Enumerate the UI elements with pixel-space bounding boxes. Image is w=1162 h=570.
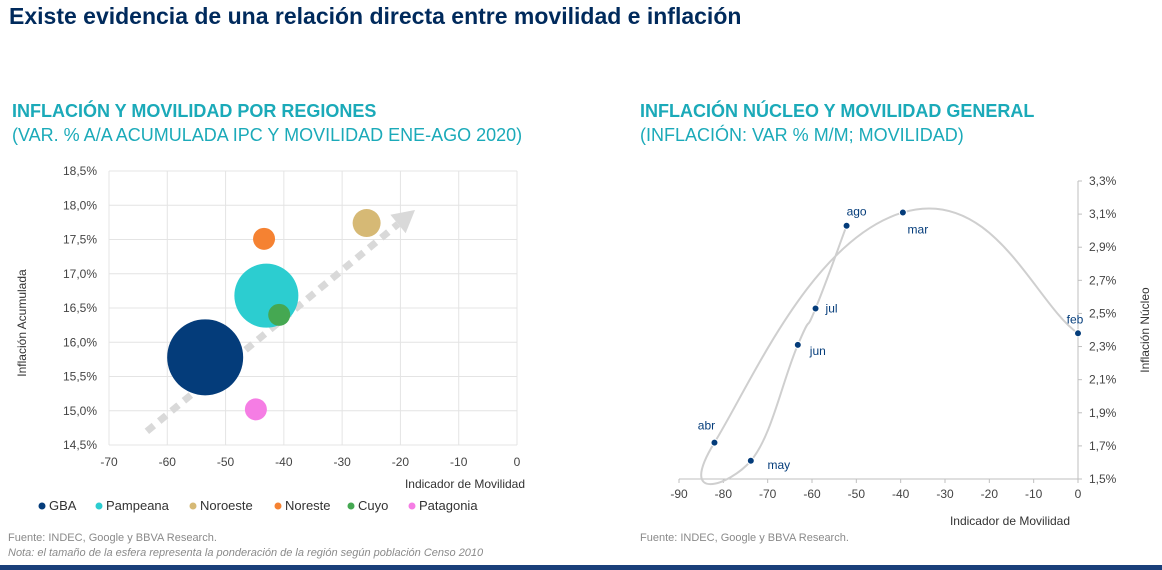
point-may: [746, 456, 755, 465]
y-tick-label: 15,5%: [63, 370, 97, 384]
x-tick-label: -40: [275, 455, 293, 469]
point-jun: [793, 340, 802, 349]
left-source: Fuente: INDEC, Google y BBVA Research.: [8, 532, 217, 544]
bubble-noreste: [253, 227, 276, 250]
y-tick-label: 1,5%: [1089, 472, 1117, 486]
y-tick-label: 16,5%: [63, 301, 97, 315]
legend-label-noreste: Noreste: [285, 498, 331, 513]
point-label-may: may: [767, 458, 790, 472]
x-tick-label: -10: [450, 455, 468, 469]
series-line: [700, 207, 1079, 485]
legend-marker-gba: [38, 502, 46, 510]
y-tick-label: 3,1%: [1089, 207, 1117, 221]
y-tick-label: 17,5%: [63, 233, 97, 247]
point-mar: [898, 208, 907, 217]
y-axis-label: Inflación Núcleo: [1138, 287, 1152, 373]
right-source: Fuente: INDEC, Google y BBVA Research.: [640, 532, 849, 544]
legend-marker-pampeana: [95, 502, 103, 510]
bubble-gba: [167, 319, 244, 396]
y-tick-label: 1,7%: [1089, 439, 1117, 453]
bubble-cuyo: [268, 303, 291, 326]
page-title: Existe evidencia de una relación directa…: [9, 3, 742, 29]
x-tick-label: -20: [981, 487, 999, 501]
x-axis-label: Indicador de Movilidad: [950, 514, 1070, 528]
x-tick-label: -20: [392, 455, 410, 469]
point-label-jul: jul: [825, 301, 838, 315]
point-label-feb: feb: [1067, 312, 1084, 326]
legend-label-patagonia: Patagonia: [419, 498, 478, 513]
x-tick-label: -70: [100, 455, 118, 469]
y-tick-label: 14,5%: [63, 438, 97, 452]
y-tick-label: 18,0%: [63, 198, 97, 212]
y-tick-label: 18,5%: [63, 164, 97, 178]
right-chart-title: INFLACIÓN NÚCLEO Y MOVILIDAD GENERAL: [640, 101, 1035, 121]
trend-arrow-head: [390, 210, 415, 234]
point-label-abr: abr: [698, 419, 715, 433]
left-note: Nota: el tamaño de la esfera representa …: [8, 547, 484, 559]
y-tick-label: 2,5%: [1089, 306, 1117, 320]
x-tick-label: -50: [217, 455, 235, 469]
point-label-mar: mar: [908, 222, 929, 236]
x-tick-label: -60: [803, 487, 821, 501]
point-abr: [710, 438, 719, 447]
legend-label-noroeste: Noroeste: [200, 498, 253, 513]
legend-label-gba: GBA: [49, 498, 77, 513]
point-label-jun: jun: [809, 344, 826, 358]
bubble-noroeste: [352, 209, 381, 238]
x-tick-label: -70: [759, 487, 777, 501]
x-tick-label: -30: [333, 455, 351, 469]
x-tick-label: -80: [715, 487, 733, 501]
x-tick-label: -30: [936, 487, 954, 501]
bubble-patagonia: [244, 398, 267, 421]
x-axis-label: Indicador de Movilidad: [405, 477, 525, 491]
x-tick-label: -60: [159, 455, 177, 469]
y-tick-label: 16,0%: [63, 335, 97, 349]
bottom-bar: [0, 565, 1162, 570]
point-ago: [842, 221, 851, 230]
right-chart-subtitle: (INFLACIÓN: VAR % M/M; MOVILIDAD): [640, 125, 964, 145]
point-feb: [1074, 329, 1082, 338]
point-jul: [811, 304, 820, 313]
y-tick-label: 15,0%: [63, 404, 97, 418]
y-tick-label: 2,7%: [1089, 273, 1117, 287]
y-tick-label: 1,9%: [1089, 406, 1117, 420]
x-tick-label: -90: [670, 487, 688, 501]
bubble-chart: -70 -60 -50 -40 -30 -20 -10 0 14,5% 15,0% 15,5% 16,…: [15, 164, 525, 513]
y-tick-label: 3,3%: [1089, 174, 1117, 188]
y-tick-label: 2,9%: [1089, 240, 1117, 254]
line-chart: -90 -80 -70 -60 -50 -40 -30 -20 -10 0 1,5% 1,7% 1,9%…: [670, 174, 1152, 528]
x-tick-label: 0: [1075, 487, 1082, 501]
left-chart-subtitle: (VAR. % A/A ACUMULADA IPC Y MOVILIDAD EN…: [12, 125, 523, 145]
point-label-ago: ago: [847, 205, 867, 219]
legend-marker-noroeste: [189, 502, 197, 510]
legend-label-pampeana: Pampeana: [106, 498, 170, 513]
legend-marker-noreste: [274, 502, 282, 510]
y-tick-label: 17,0%: [63, 267, 97, 281]
x-tick-label: 0: [514, 455, 521, 469]
y-tick-label: 2,3%: [1089, 340, 1117, 354]
trend-arrow-line: [144, 221, 401, 434]
y-tick-label: 2,1%: [1089, 373, 1117, 387]
legend-marker-cuyo: [347, 502, 355, 510]
legend-label-cuyo: Cuyo: [358, 498, 388, 513]
x-tick-label: -10: [1025, 487, 1043, 501]
legend-marker-patagonia: [408, 502, 416, 510]
x-tick-label: -40: [892, 487, 910, 501]
x-tick-label: -50: [848, 487, 866, 501]
left-chart-title: INFLACIÓN Y MOVILIDAD POR REGIONES: [12, 101, 377, 121]
y-axis-label: Inflación Acumulada: [15, 269, 29, 377]
